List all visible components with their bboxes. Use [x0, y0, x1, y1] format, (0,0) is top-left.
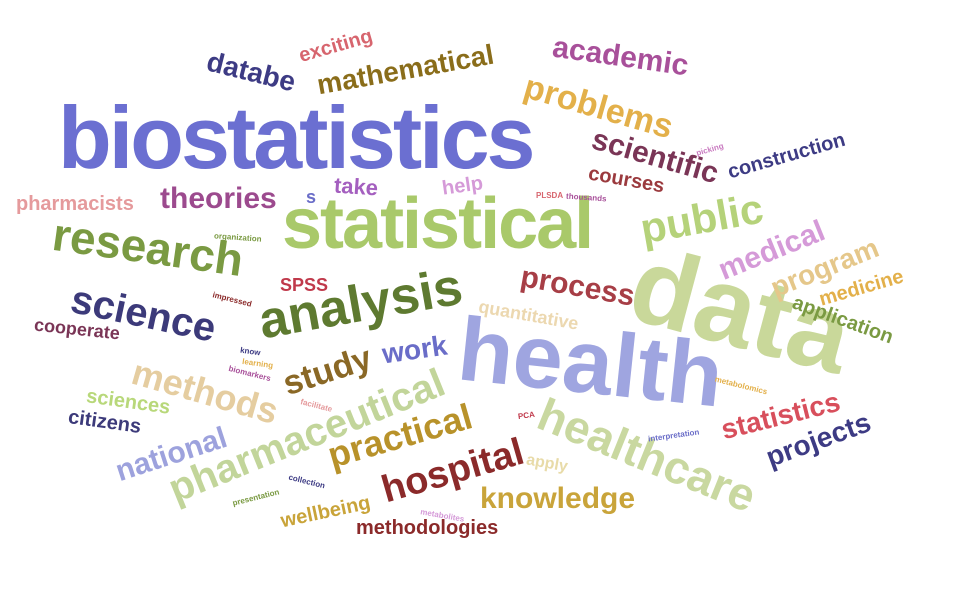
word-biostatistics: biostatistics	[58, 88, 535, 187]
word-theories: theories	[160, 182, 277, 215]
word-take: take	[333, 172, 379, 201]
word-collection: collection	[287, 472, 326, 491]
word-construction: construction	[725, 128, 848, 184]
word-research: research	[49, 207, 247, 287]
word-academic: academic	[550, 30, 691, 83]
word-help: help	[440, 172, 485, 200]
word-statistical: statistical	[282, 184, 594, 264]
word-exciting: exciting	[296, 25, 376, 67]
word-work: work	[380, 329, 450, 370]
word-public: public	[636, 184, 767, 253]
word-s: s	[306, 187, 317, 207]
word-pca: PCA	[517, 409, 536, 422]
word-know: know	[239, 345, 262, 358]
word-methodologies: methodologies	[356, 517, 499, 539]
word-apply: apply	[524, 451, 570, 476]
word-spss: SPSS	[280, 275, 329, 295]
word-pharmacists: pharmacists	[16, 193, 134, 215]
word-impressed: impressed	[211, 290, 253, 309]
word-knowledge: knowledge	[480, 482, 636, 515]
word-presentation: presentation	[231, 487, 281, 508]
word-plsda: PLSDA	[536, 191, 564, 200]
word-metabolomics: metabolomics	[713, 374, 769, 397]
word-process: process	[518, 260, 638, 313]
